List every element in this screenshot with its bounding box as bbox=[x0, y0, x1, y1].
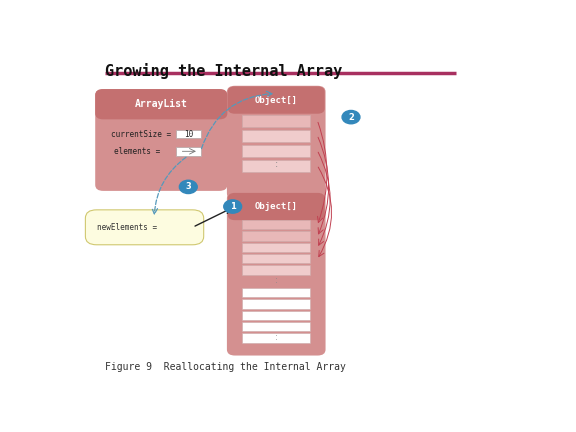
Text: 1: 1 bbox=[230, 202, 236, 211]
Bar bbox=[242, 333, 310, 343]
Bar bbox=[235, 100, 317, 108]
Bar bbox=[242, 243, 310, 252]
Bar bbox=[176, 130, 200, 138]
Text: :: : bbox=[275, 276, 278, 285]
Bar bbox=[242, 232, 310, 241]
Text: Growing the Internal Array: Growing the Internal Array bbox=[105, 64, 343, 79]
Bar bbox=[242, 265, 310, 275]
FancyBboxPatch shape bbox=[95, 89, 228, 119]
Text: Figure 9  Reallocating the Internal Array: Figure 9 Reallocating the Internal Array bbox=[105, 362, 346, 372]
FancyBboxPatch shape bbox=[85, 210, 204, 245]
Text: :: : bbox=[275, 333, 278, 342]
Bar bbox=[235, 206, 317, 215]
Bar bbox=[242, 322, 310, 331]
Circle shape bbox=[223, 200, 241, 213]
FancyBboxPatch shape bbox=[95, 89, 228, 191]
Bar bbox=[242, 130, 310, 142]
FancyBboxPatch shape bbox=[228, 86, 325, 114]
FancyBboxPatch shape bbox=[227, 192, 325, 356]
Bar bbox=[103, 104, 219, 113]
Bar bbox=[176, 147, 200, 156]
Text: newElements =: newElements = bbox=[97, 223, 157, 232]
Bar bbox=[242, 299, 310, 308]
Bar bbox=[242, 220, 310, 229]
Bar bbox=[242, 311, 310, 320]
Text: 2: 2 bbox=[348, 113, 354, 122]
Bar bbox=[242, 254, 310, 264]
Text: 10: 10 bbox=[184, 130, 193, 139]
FancyBboxPatch shape bbox=[227, 86, 325, 199]
Text: Object[]: Object[] bbox=[255, 202, 298, 211]
Text: Object[]: Object[] bbox=[255, 95, 298, 105]
Text: elements =: elements = bbox=[115, 147, 161, 156]
Circle shape bbox=[342, 111, 360, 124]
Bar bbox=[242, 115, 310, 127]
Circle shape bbox=[179, 180, 197, 194]
Text: :: : bbox=[275, 159, 278, 169]
Bar bbox=[242, 145, 310, 157]
Text: 3: 3 bbox=[185, 182, 191, 191]
FancyBboxPatch shape bbox=[228, 193, 325, 220]
Bar bbox=[242, 159, 310, 172]
Bar bbox=[242, 288, 310, 297]
Text: currentSize =: currentSize = bbox=[111, 130, 172, 139]
Text: ArrayList: ArrayList bbox=[135, 99, 188, 109]
